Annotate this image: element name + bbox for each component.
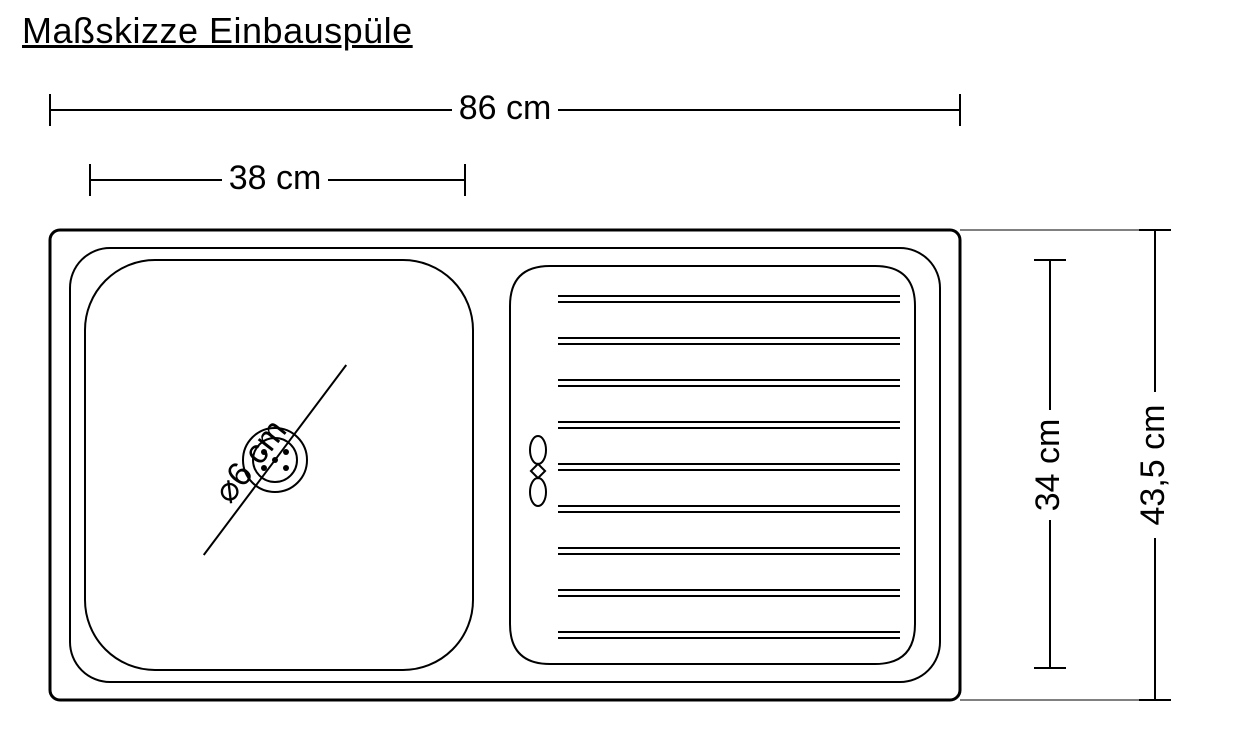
dimension-label: 34 cm — [1029, 419, 1067, 512]
sink-diagram: 86 cm 38 cm ⌀6 cm 34 cm 43,5 cm — [0, 0, 1256, 736]
dimension-label: 38 cm — [229, 159, 322, 197]
svg-text:⌀6 cm: ⌀6 cm — [206, 412, 294, 510]
dimension-label: 86 cm — [459, 89, 552, 127]
dimension-label: 43,5 cm — [1134, 405, 1172, 526]
